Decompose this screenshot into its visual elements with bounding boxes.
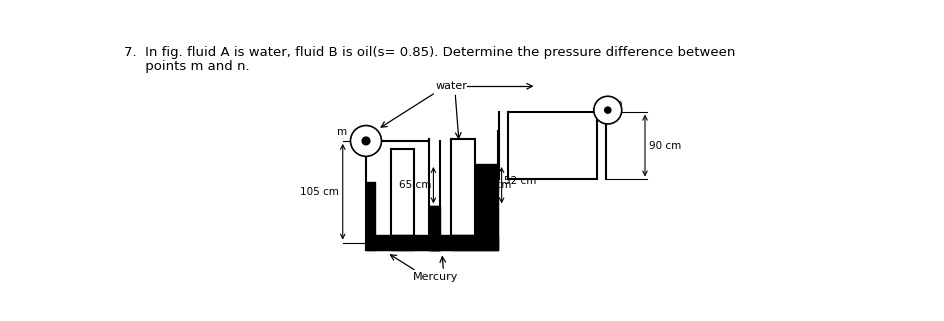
Text: 105 cm: 105 cm — [300, 187, 339, 197]
Text: n: n — [615, 99, 622, 109]
Polygon shape — [429, 235, 497, 250]
Text: 7.  In fig. fluid A is water, fluid B is oil(s= 0.85). Determine the pressure di: 7. In fig. fluid A is water, fluid B is … — [125, 46, 735, 59]
Text: points m and n.: points m and n. — [125, 60, 250, 73]
Text: m: m — [336, 127, 346, 137]
Polygon shape — [430, 206, 440, 250]
Text: 52 cm: 52 cm — [504, 176, 536, 187]
Text: Mercury: Mercury — [413, 272, 459, 282]
Polygon shape — [475, 164, 497, 250]
Polygon shape — [391, 235, 414, 250]
Polygon shape — [366, 235, 440, 250]
Circle shape — [350, 126, 381, 156]
Circle shape — [594, 96, 622, 124]
Circle shape — [605, 107, 611, 113]
Circle shape — [362, 137, 370, 145]
Text: water: water — [435, 81, 467, 91]
Polygon shape — [451, 235, 475, 250]
Text: 65 cm: 65 cm — [398, 180, 431, 190]
Polygon shape — [429, 206, 438, 250]
Text: 90 cm: 90 cm — [649, 141, 682, 151]
Text: 45 cm: 45 cm — [480, 180, 512, 190]
Polygon shape — [366, 182, 376, 250]
